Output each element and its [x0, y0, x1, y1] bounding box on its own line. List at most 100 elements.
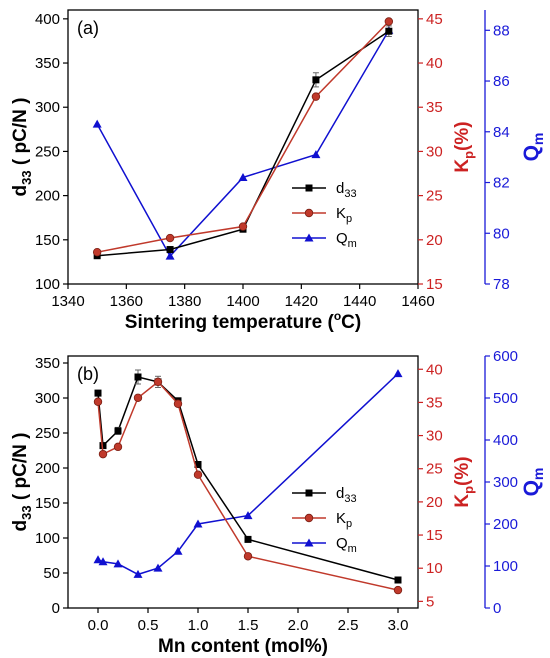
panel-a-point-d33: [385, 27, 393, 35]
panel-b-kp-tick-label: 30: [426, 428, 443, 445]
panel-b-left-tick-label: 200: [35, 460, 60, 477]
panel-a-x-tick-label: 1380: [168, 293, 201, 310]
panel-b-x-tick-label: 1.5: [238, 617, 259, 634]
panel-b-legend-marker-qm: [304, 538, 314, 547]
panel-a-kp-tick-label: 20: [426, 232, 443, 249]
panel-b-point-kp: [173, 399, 183, 408]
panel-b-kp-tick-label: 10: [426, 560, 443, 577]
panel-b-legend-label-d33: d33: [336, 485, 357, 505]
panel-a-x-tick-label: 1420: [285, 293, 318, 310]
panel-b-qm-tick-label: 600: [493, 348, 518, 365]
panel-b-left-tick-label: 300: [35, 390, 60, 407]
panel-b-legend-marker-d33: [305, 489, 313, 497]
panel-b-point-qm: [113, 559, 123, 568]
panel-a-x-tick-label: 1360: [110, 293, 143, 310]
panel-a-legend: d33 Kp Qm: [292, 180, 357, 250]
panel-b-legend-label-kp: Kp: [336, 510, 352, 530]
panel-b-legend-label-qm: Qm: [336, 535, 357, 555]
panel-a-left-tick-label: 400: [35, 11, 60, 28]
panel-a-x-tick-label: 1440: [343, 293, 376, 310]
panel-a-x-tick-label: 1400: [226, 293, 259, 310]
panel-a-kp-tick-label: 15: [426, 276, 443, 293]
panel-a-qm-axis-title: Qm: [520, 133, 546, 162]
panel-b-qm-tick-label: 400: [493, 432, 518, 449]
panel-a-point-d33: [312, 76, 320, 84]
panel-b-point-kp: [98, 449, 108, 459]
panel-b-qm-tick-label: 500: [493, 390, 518, 407]
panel-b-kp-axis-title: Kp(%): [452, 456, 476, 507]
panel-a-point-kp: [92, 247, 102, 257]
panel-b-qm-tick-label: 0: [493, 600, 501, 617]
panel-b-qm-tick-label: 300: [493, 474, 518, 491]
panel-b-x-tick-label: 1.0: [188, 617, 209, 634]
panel-b-point-d33: [244, 535, 252, 543]
panel-b-point-d33: [99, 442, 107, 450]
panel-a-kp-tick-label: 40: [426, 55, 443, 72]
panel-a-point-kp: [384, 17, 394, 26]
panel-a-point-d33: [166, 246, 174, 254]
panel-b-left-tick-label: 50: [43, 565, 60, 582]
panel-b-left-tick-label: 0: [52, 600, 60, 617]
panel-b-x-tick-label: 2.0: [288, 617, 309, 634]
panel-b-point-d33: [134, 373, 142, 381]
panel-a-legend-label-kp: Kp: [336, 205, 352, 225]
panel-b-point-kp: [93, 397, 103, 406]
panel-a-point-kp: [311, 92, 321, 101]
panel-a-x-tick-label: 1340: [51, 293, 84, 310]
panel-b-plot-frame: [67, 355, 419, 609]
panel-b-left-tick-label: 350: [35, 355, 60, 372]
panel-a-qm-tick-label: 82: [493, 175, 510, 192]
panel-b-left-tick-label: 100: [35, 530, 60, 547]
panel-a-left-tick-label: 100: [35, 276, 60, 293]
panel-a-qm-tick-label: 80: [493, 225, 510, 242]
panel-a-legend-marker-kp: [304, 208, 314, 218]
panel-b-point-kp: [243, 552, 253, 561]
panel-a-kp-axis-title: Kp(%): [452, 121, 476, 172]
panel-b-point-qm: [98, 557, 108, 566]
panel-b-left-axis-title: d33 ( pC/N ): [10, 433, 34, 532]
panel-a-legend-label-d33: d33: [336, 180, 357, 200]
panel-b-legend-marker-kp: [304, 513, 314, 523]
panel-a-left-tick-label: 250: [35, 143, 60, 160]
panel-b-point-d33: [94, 389, 102, 397]
panel-b-kp-tick-label: 15: [426, 527, 443, 544]
panel-a-point-qm: [92, 119, 102, 128]
panel-b-x-tick-label: 0.0: [88, 617, 109, 634]
panel-a-kp-tick-label: 30: [426, 143, 443, 160]
panel-a-point-qm: [238, 172, 248, 181]
panel-b-kp-tick-label: 5: [426, 593, 434, 610]
panel-a-qm-tick-label: 88: [493, 22, 510, 39]
panel-b-point-d33: [194, 461, 202, 468]
panel-b-x-tick-label: 3.0: [388, 617, 409, 634]
panel-a-left-tick-label: 300: [35, 99, 60, 116]
panel-a-kp-tick-label: 45: [426, 11, 443, 28]
panel-b-point-qm: [193, 519, 203, 528]
panel-b-point-qm: [93, 555, 103, 564]
panel-b-kp-tick-label: 35: [426, 394, 443, 411]
panel-a-x-axis-title: Sintering temperature (oC): [125, 309, 361, 333]
panel-a-legend-marker-qm: [304, 233, 314, 242]
panel-b: 0.0 0.5 1.0 1.5 2.0 2.5 3.00501001502002503003…: [10, 348, 546, 657]
panel-a-legend-label-qm: Qm: [336, 230, 357, 250]
panel-b-x-tick-label: 0.5: [138, 617, 159, 634]
panel-b-kp-tick-label: 40: [426, 361, 443, 378]
panel-a-x-tick-label: 1460: [401, 293, 434, 310]
panel-a-legend-marker-d33: [305, 184, 313, 192]
panel-b-point-d33: [394, 576, 402, 584]
panel-a: 1340 1360 1380 1400 1420 1440 1460 100 150 200 250…: [10, 9, 546, 333]
panel-a-qm-tick-label: 78: [493, 276, 510, 293]
panel-b-point-kp: [193, 470, 203, 479]
panel-a-left-tick-label: 200: [35, 188, 60, 205]
panel-a-point-kp: [238, 222, 248, 231]
panel-b-kp-tick-label: 25: [426, 461, 443, 478]
panel-b-point-d33: [114, 427, 122, 435]
panel-a-qm-tick-label: 84: [493, 124, 510, 141]
panel-b-label: (b): [77, 364, 99, 384]
panel-a-label: (a): [77, 18, 99, 38]
panel-a-kp-tick-label: 35: [426, 99, 443, 116]
panel-b-legend: d33 Kp Qm: [292, 485, 357, 555]
panel-b-point-qm: [133, 569, 143, 578]
panel-b-point-kp: [133, 393, 143, 402]
panel-a-qm-tick-label: 86: [493, 73, 510, 90]
